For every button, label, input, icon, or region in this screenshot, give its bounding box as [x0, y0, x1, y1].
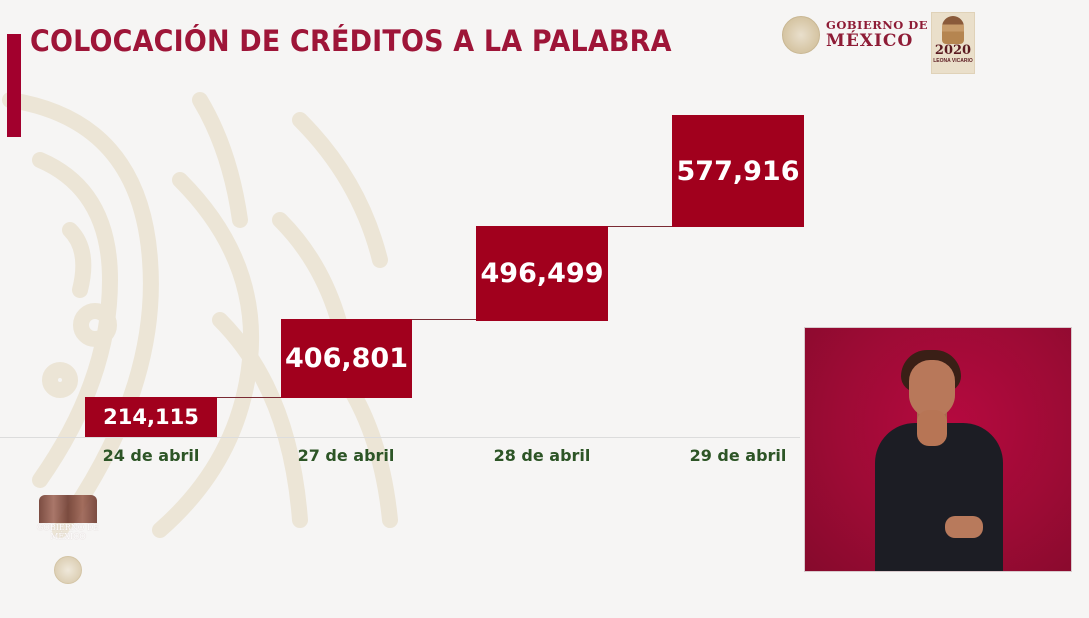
- leona-vicario-2020-badge: 2020 LEONA VICARIO: [931, 12, 975, 74]
- badge-year: 2020: [934, 43, 972, 58]
- gobierno-de-mexico-logo: GOBIERNO DE MÉXICO: [782, 16, 928, 54]
- x-label-29-abril: 29 de abril: [689, 446, 787, 465]
- step-connector: [217, 397, 281, 398]
- bar-27-abril: 406,801: [281, 319, 412, 398]
- footer-logo-line2: MÉXICO: [50, 532, 86, 541]
- interpreter-body: [875, 423, 1003, 571]
- logo-line2: MÉXICO: [826, 31, 914, 52]
- interpreter-face: [909, 360, 955, 418]
- national-seal-icon: [782, 16, 820, 54]
- step-connector: [412, 319, 476, 320]
- bar-28-abril: 496,499: [476, 226, 608, 321]
- credits-chart: 214,115 406,801 496,499 577,916 24 de ab…: [0, 115, 804, 465]
- sign-language-interpreter-video: [804, 327, 1072, 572]
- interpreter-hand: [945, 516, 983, 538]
- x-label-28-abril: 28 de abril: [493, 446, 591, 465]
- portrait-icon: [942, 16, 964, 44]
- bar-24-abril: 214,115: [85, 397, 217, 437]
- footer-seal-icon: [54, 556, 82, 584]
- title-accent-bar: [7, 34, 21, 137]
- interpreter-hand: [917, 410, 947, 446]
- step-connector: [608, 226, 672, 227]
- x-label-27-abril: 27 de abril: [297, 446, 395, 465]
- logo-line1: GOBIERNO DE: [826, 17, 929, 32]
- bar-29-abril: 577,916: [672, 115, 804, 227]
- footer-logo-line1: GOBIERNO DE: [36, 523, 100, 532]
- badge-name: LEONA VICARIO: [933, 58, 973, 64]
- chart-baseline: [0, 437, 800, 438]
- heroes-icon: [39, 495, 97, 523]
- footer-gobierno-logo: GOBIERNO DE MÉXICO: [36, 495, 100, 541]
- x-label-24-abril: 24 de abril: [102, 446, 200, 465]
- slide-title: COLOCACIÓN DE CRÉDITOS A LA PALABRA: [30, 24, 672, 58]
